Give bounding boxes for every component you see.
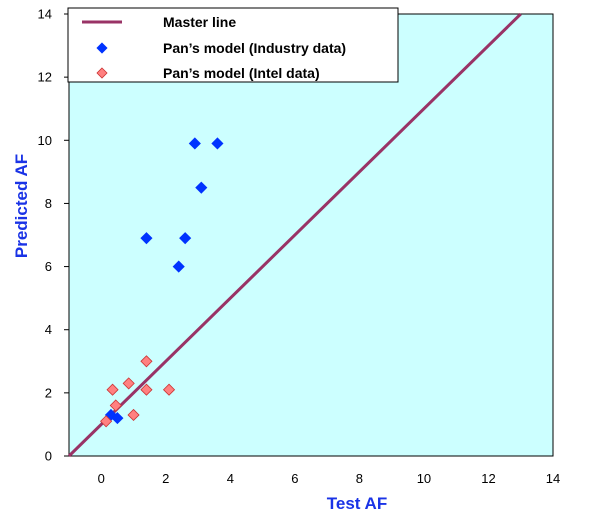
y-tick-label: 8 [45, 196, 52, 211]
data-point-marker [127, 408, 140, 422]
y-tick-label: 0 [45, 449, 52, 464]
y-tick-label: 10 [38, 133, 52, 148]
x-tick-label: 6 [291, 471, 298, 486]
data-point-marker [109, 399, 122, 412]
y-axis-title: Predicted AF [12, 154, 31, 258]
x-tick-label: 14 [546, 471, 560, 486]
data-point-marker [195, 181, 208, 194]
data-point-marker [111, 412, 124, 425]
x-tick-label: 0 [98, 471, 105, 486]
y-tick-label: 4 [45, 322, 52, 337]
x-tick-label: 4 [227, 471, 234, 486]
legend-box [67, 7, 399, 83]
data-point-marker [122, 377, 135, 390]
plot-area [68, 13, 554, 457]
data-point-marker [100, 415, 113, 428]
x-axis: 0 2 4 6 8 10 12 14 [98, 471, 561, 486]
data-point-marker [188, 137, 201, 150]
series-layer [67, 12, 522, 458]
x-tick-label: 12 [481, 471, 495, 486]
data-point-marker [140, 383, 153, 396]
legend-marker-swatch [96, 42, 108, 54]
y-tick-label: 6 [45, 259, 52, 274]
legend-label: Pan’s model (Intel data) [163, 65, 320, 81]
y-tick-label: 14 [38, 7, 52, 22]
y-tick-label: 12 [38, 70, 52, 85]
x-tick-label: 10 [417, 471, 431, 486]
data-point-marker [172, 260, 185, 273]
data-point-marker [179, 232, 192, 245]
y-tick-label: 2 [45, 385, 52, 400]
legend-label: Pan’s model (Industry data) [163, 40, 346, 56]
data-point-marker [140, 355, 153, 368]
data-point-marker [162, 383, 176, 396]
x-axis-title: Test AF [327, 494, 387, 513]
legend: Master line Pan’s model (Industry data) Pa… [67, 7, 399, 83]
master-line [67, 12, 522, 458]
x-tick-label: 2 [162, 471, 169, 486]
legend-marker-swatch [96, 67, 108, 79]
legend-label: Master line [163, 14, 236, 30]
y-axis: 0 2 4 6 8 10 12 14 [38, 7, 69, 464]
data-point-marker [106, 383, 119, 396]
data-point-marker [140, 232, 153, 245]
x-tick-label: 8 [356, 471, 363, 486]
data-point-marker [211, 137, 224, 150]
